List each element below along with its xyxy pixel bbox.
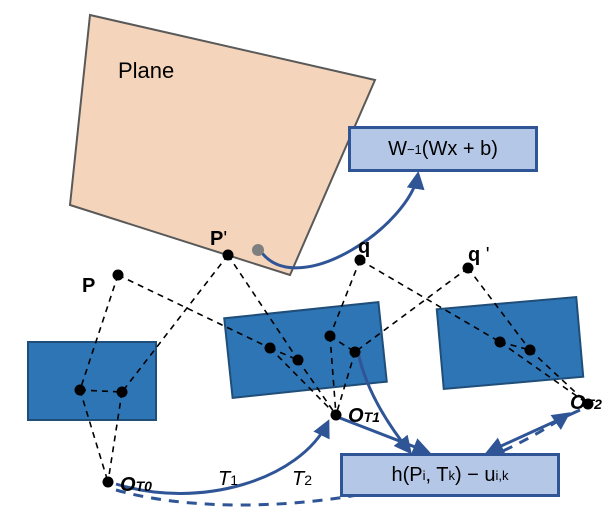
dot-cam1_a xyxy=(265,343,276,354)
dot-Pprime xyxy=(223,250,234,261)
dot-OT1 xyxy=(331,410,342,421)
dot-cam0_a xyxy=(75,385,86,396)
label-P: P xyxy=(82,275,95,298)
dot-cam2_b xyxy=(525,345,536,356)
label-OT0: OT0 xyxy=(120,474,152,497)
camera-rect-cam1 xyxy=(224,302,387,398)
dot-cam2_a xyxy=(495,337,506,348)
dot-cam1_b xyxy=(293,355,304,366)
dot-OT0 xyxy=(103,477,114,488)
label-Pprime: P' xyxy=(210,228,227,251)
label-OT1: OT1 xyxy=(348,405,380,428)
label-q: q xyxy=(358,236,370,259)
projection-line xyxy=(118,275,270,348)
dot-cam1_d xyxy=(350,347,361,358)
dot-Pgrey xyxy=(252,244,264,256)
label-OT2: OT2 xyxy=(570,392,602,415)
formula-residual: h(Pi, Tk) − ui,k xyxy=(340,453,560,497)
label-T2: T2 xyxy=(292,468,312,491)
dot-cam0_b xyxy=(117,387,128,398)
projection-line xyxy=(122,255,228,392)
plane-label: Plane xyxy=(118,58,174,84)
camera-rect-cam2 xyxy=(437,297,583,389)
label-T1: T1 xyxy=(218,468,238,491)
formula-projection: W−1(Wx + b) xyxy=(348,126,538,172)
label-qprime: q ' xyxy=(468,244,490,267)
arrow-line xyxy=(488,410,580,452)
dot-P xyxy=(113,270,124,281)
dot-cam1_c xyxy=(325,331,336,342)
